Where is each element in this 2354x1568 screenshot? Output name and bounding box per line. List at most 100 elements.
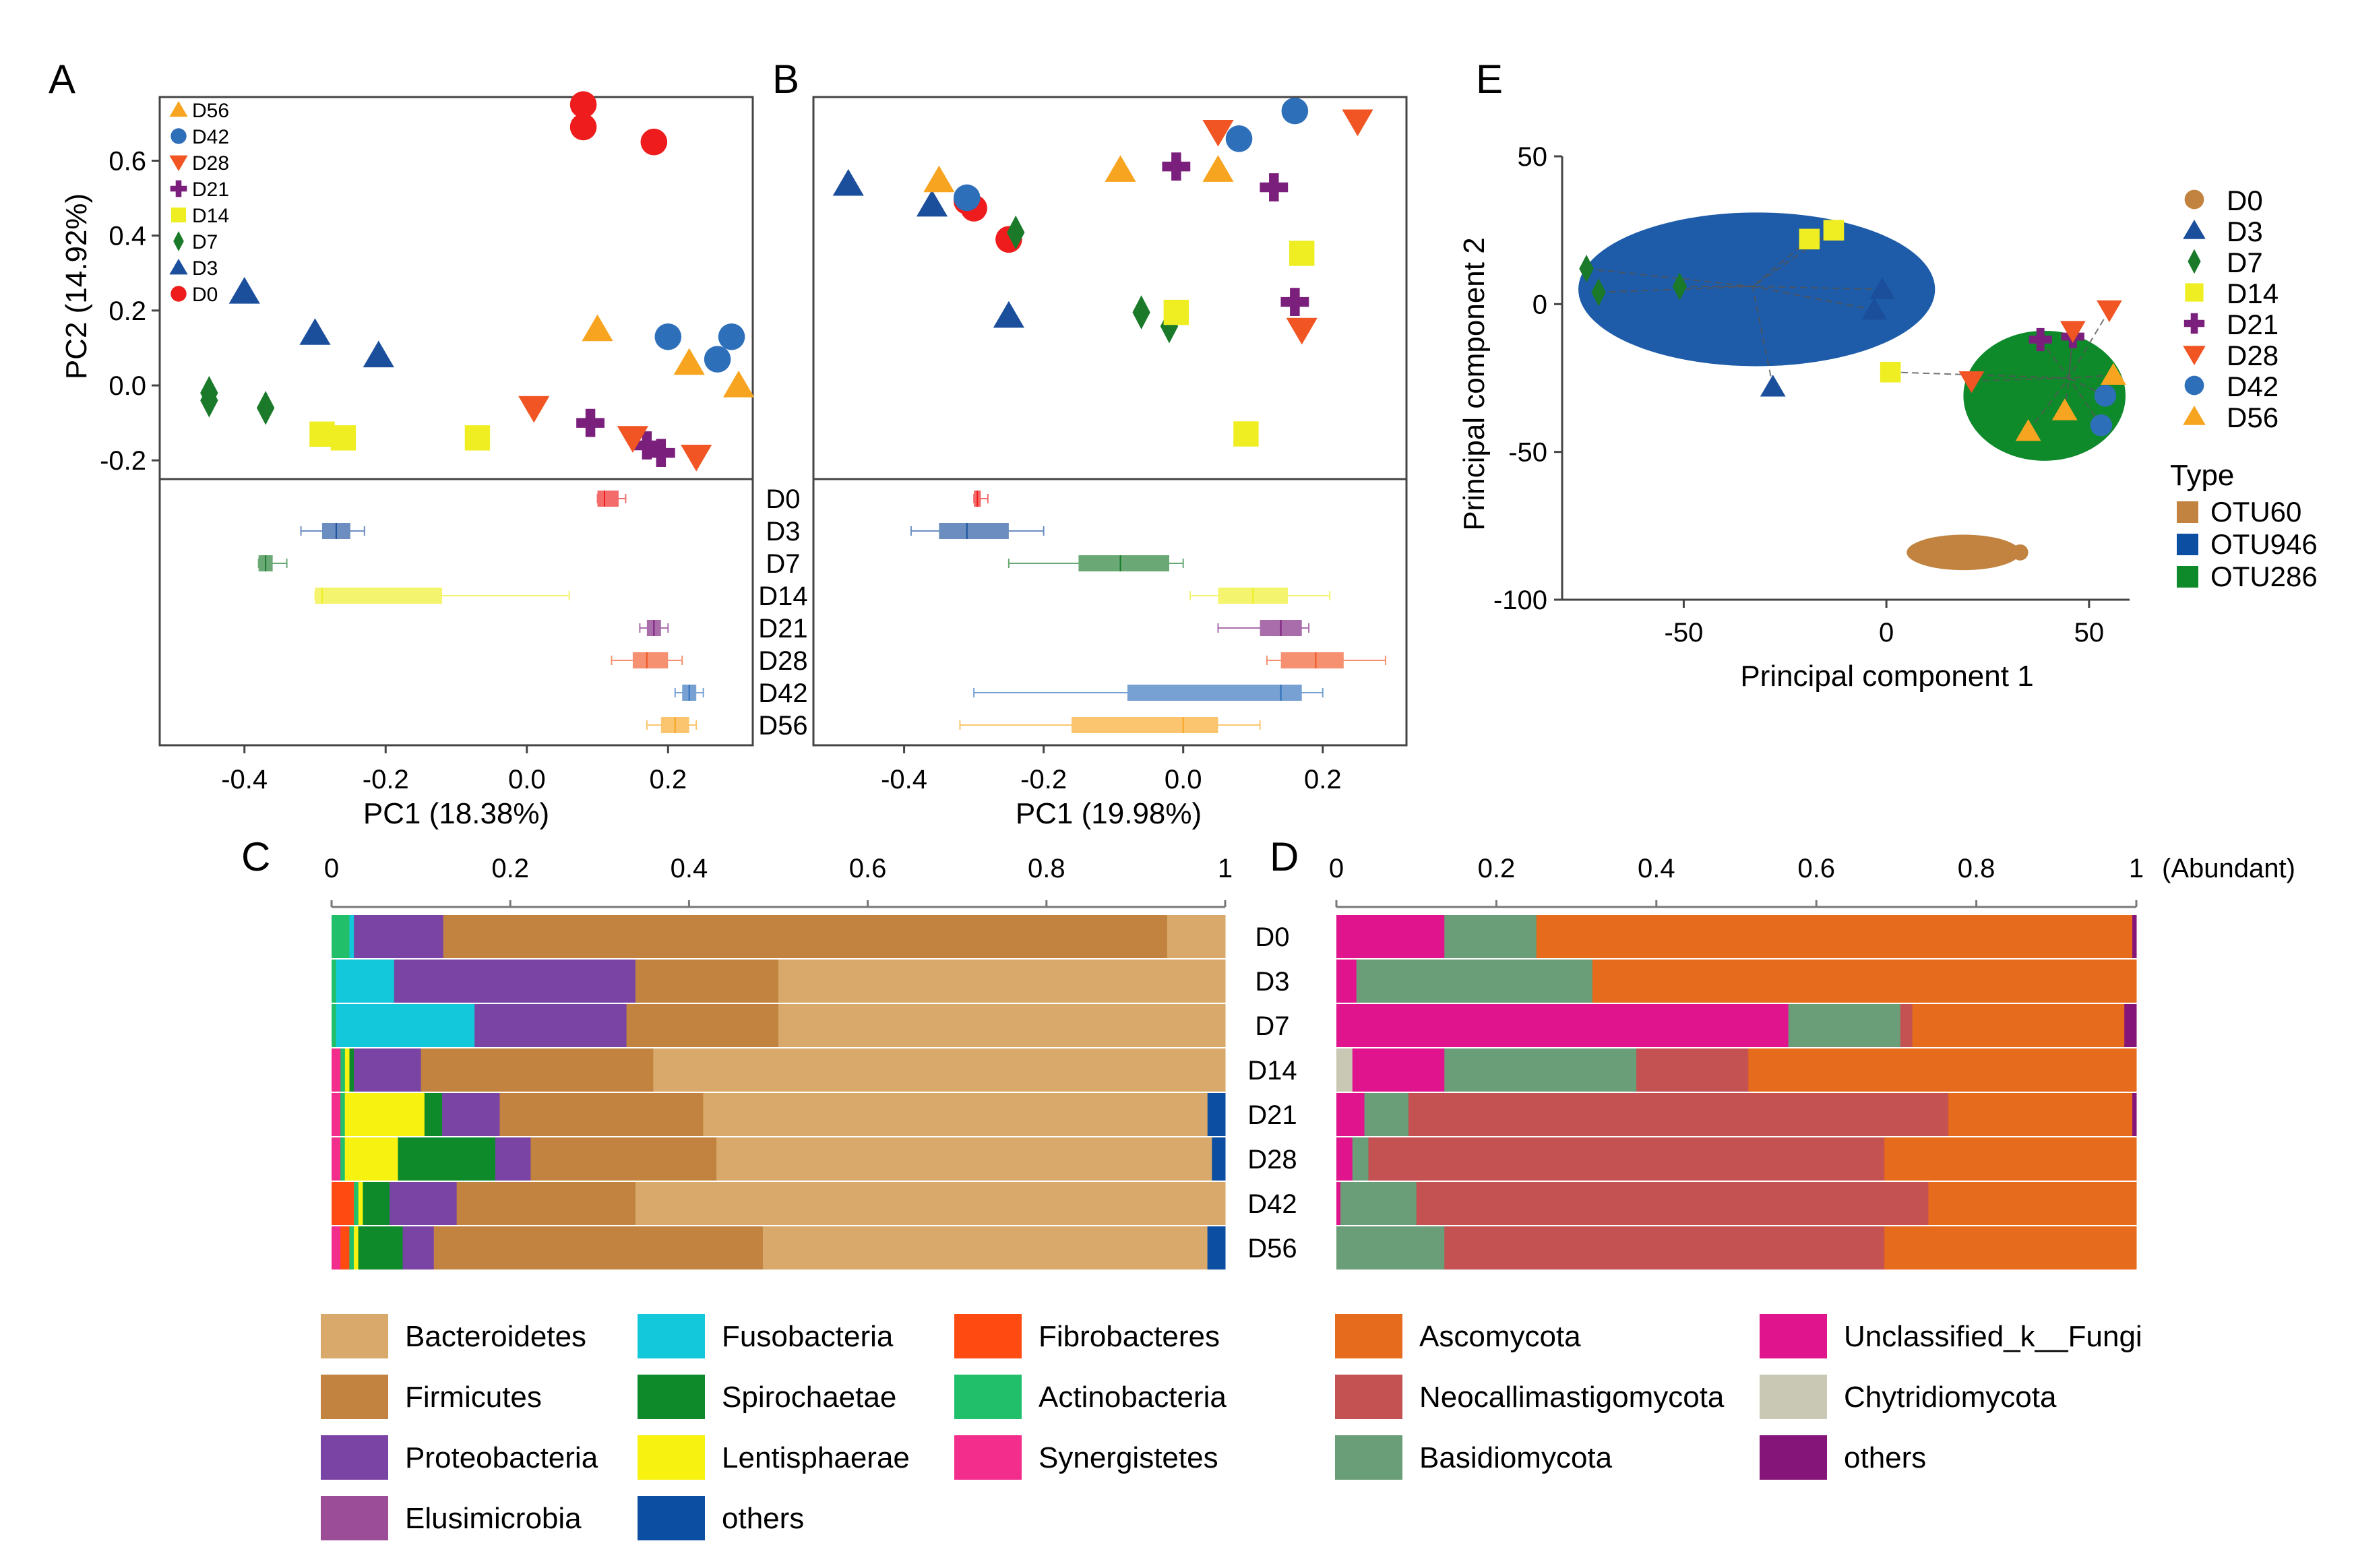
panel-c-legend-swatch-10	[954, 1435, 1022, 1480]
panel-a-legend-marker-d28	[169, 155, 188, 171]
panel-e-link-d3-0	[1752, 286, 1774, 387]
panel-a-point-d0-2	[640, 128, 668, 156]
panel-d-legend: Ascomycota Neocallimastigomycota Basidiomy…	[1335, 1314, 2142, 1480]
panel-d-xtick-label-1: 0.2	[1478, 854, 1516, 883]
panel-a-point-d0-0	[569, 91, 597, 118]
panel-a-point-d14-2	[464, 425, 491, 451]
panel-a-legend-label-d28: D28	[192, 152, 229, 175]
panel-d-bar-d56-basidiomycota	[1336, 1226, 1445, 1269]
panel-b-xtick-label-3: 0.2	[1304, 765, 1342, 794]
panel-b-boxplot-frame	[812, 478, 1408, 747]
panel-d-xtick-label-3: 0.6	[1797, 854, 1835, 883]
panel-e-point-d56-1	[2051, 398, 2078, 420]
panel-c-bar-d56-firmicutes	[433, 1226, 764, 1269]
panel-b-point-d42-0	[953, 184, 981, 212]
panel-e-legend-marker-d42	[2184, 375, 2204, 396]
panel-d-legend-swatch-5	[1760, 1435, 1827, 1480]
panel-e-xlabel: Principal component 1	[1740, 660, 2033, 693]
panel-d-bar-d28-unclassified-k-fungi	[1336, 1137, 1353, 1181]
panel-a-legend-label-d42: D42	[192, 126, 229, 148]
panel-c-bar-d7-proteobacteria	[474, 1004, 627, 1047]
panel-c-bar-d42-fibrobacteres	[332, 1182, 354, 1225]
panel-e-link-d14-1	[1752, 229, 1834, 287]
panel-ab-sample-label-d42: D42	[758, 679, 807, 708]
panel-e-link-d56-2	[2068, 374, 2114, 379]
panel-b-point-d56-0	[923, 165, 955, 193]
panel-e-type-title: Type	[2170, 459, 2234, 492]
panel-a-point-d42-1	[718, 323, 745, 350]
panel-e-type-label-otu286: OTU286	[2210, 561, 2318, 592]
panel-a-point-d14-0	[309, 421, 335, 447]
panel-b-point-d56-2	[1202, 155, 1234, 182]
panel-b-point-d7-1	[1132, 295, 1150, 330]
panel-a-box-d28	[632, 652, 669, 668]
panel-c-bar-d56-synergistetes	[332, 1226, 341, 1269]
panel-c-bar-d21-firmicutes	[499, 1093, 704, 1136]
panel-c-bar-d21-spirochaetae	[424, 1093, 443, 1136]
panel-e-point-d7-1	[1591, 278, 1606, 307]
panel-c-bar-d28-spirochaetae	[398, 1137, 496, 1181]
panel-d-bar-d7-unclassified-k-fungi	[1336, 1004, 1789, 1047]
panel-c-sample-label-d3: D3	[1255, 967, 1289, 997]
panel-ab-sample-label-d21: D21	[758, 614, 807, 644]
panel-b-box-d42	[1127, 685, 1302, 701]
panel-c-legend-swatch-3	[321, 1496, 388, 1540]
panel-ab-sample-label-d14: D14	[758, 582, 807, 611]
panel-a-xlabel: PC1 (18.38%)	[363, 797, 549, 830]
panel-e-legend-marker-d14	[2185, 283, 2204, 302]
panel-b-point-d42-1	[1225, 125, 1253, 152]
panel-a-ytick-label-2: 0.2	[109, 296, 146, 326]
panel-e-legend-marker-d7	[2188, 249, 2201, 274]
panel-e-otu60-point-2	[2012, 544, 2028, 561]
panel-d-bar-d3-unclassified-k-fungi	[1336, 960, 1357, 1003]
panel-e-point-d14-2	[1880, 361, 1901, 383]
panel-e-link-d21-1	[2068, 336, 2074, 379]
panel-b-point-d28-1	[1342, 109, 1373, 137]
panel-e-point-d14-1	[1823, 220, 1845, 241]
panel-c-xtick-label-4: 0.8	[1028, 854, 1065, 883]
panel-e-point-d42-1	[2090, 414, 2113, 437]
panel-a-point-d3-1	[299, 318, 331, 345]
panel-c-bar-d56-fibrobacteres	[340, 1226, 350, 1269]
panel-c-legend-label-10: Synergistetes	[1039, 1441, 1218, 1474]
panel-c-bar-d3-fusobacteria	[336, 960, 395, 1003]
panel-e-xtick-label-2: 50	[2074, 618, 2105, 648]
panel-b-point-d21-1	[1260, 173, 1289, 201]
panel-e-ytick-label-0: 50	[1518, 142, 1548, 172]
panel-c-legend-label-3: Elusimicrobia	[405, 1502, 582, 1535]
panel-a-point-d28-2	[681, 445, 712, 472]
panel-c-bar-d21-actinobacteria	[340, 1093, 346, 1136]
panel-e-legend-marker-d21	[2183, 313, 2205, 334]
panel-e-link-d28-2	[2068, 309, 2110, 379]
panel-c-bar-d0-firmicutes	[443, 915, 1168, 958]
panel-b-point-d3-0	[832, 168, 864, 196]
panel-c-legend-label-9: Actinobacteria	[1039, 1381, 1227, 1414]
panel-d-xtick-label-0: 0	[1329, 854, 1344, 883]
panel-a-ytick-label-4: 0.6	[109, 147, 146, 177]
panel-b-point-d56-1	[1105, 155, 1136, 182]
panel-d-xtick-label-5: 1	[2129, 854, 2144, 883]
panel-c-bar-d21-bacteroidetes	[703, 1093, 1208, 1136]
panel-c-bar-d42-firmicutes	[456, 1182, 636, 1225]
panel-c-sample-label-d7: D7	[1255, 1011, 1289, 1041]
panel-e-otu60-point-1	[1975, 550, 1992, 567]
panel-c-legend-label-7: others	[722, 1502, 804, 1535]
panel-c-bar-d14-synergistetes	[332, 1048, 341, 1092]
panel-e-legend-label-d14: D14	[2227, 278, 2279, 309]
panel-d-bar-d56-neocallimastigomycota	[1444, 1226, 1885, 1269]
panel-a-ytick-label-1: 0.0	[109, 371, 146, 401]
panel-c-bar-d3-actinobacteria	[332, 960, 337, 1003]
panel-label-b: B	[772, 57, 799, 102]
panel-c-legend-label-2: Proteobacteria	[405, 1441, 598, 1474]
panel-b-point-d42-2	[1281, 97, 1309, 125]
panel-d-bar-d3-basidiomycota	[1356, 960, 1593, 1003]
panel-d-bar-d42-ascomycota	[1928, 1182, 2137, 1225]
panel-e-point-d42-0	[2094, 385, 2117, 407]
panel-d-legend-label-4: Chytridiomycota	[1844, 1381, 2057, 1414]
panel-e-ylabel: Principal component 2	[1458, 237, 1491, 530]
panel-e-point-d56-2	[2101, 363, 2126, 385]
panel-c-bar-d21-lentisphaerae	[344, 1093, 425, 1136]
panel-a-legend-marker-d7	[173, 231, 184, 251]
panel-c-bar-d14-bacteroidetes	[653, 1048, 1226, 1092]
